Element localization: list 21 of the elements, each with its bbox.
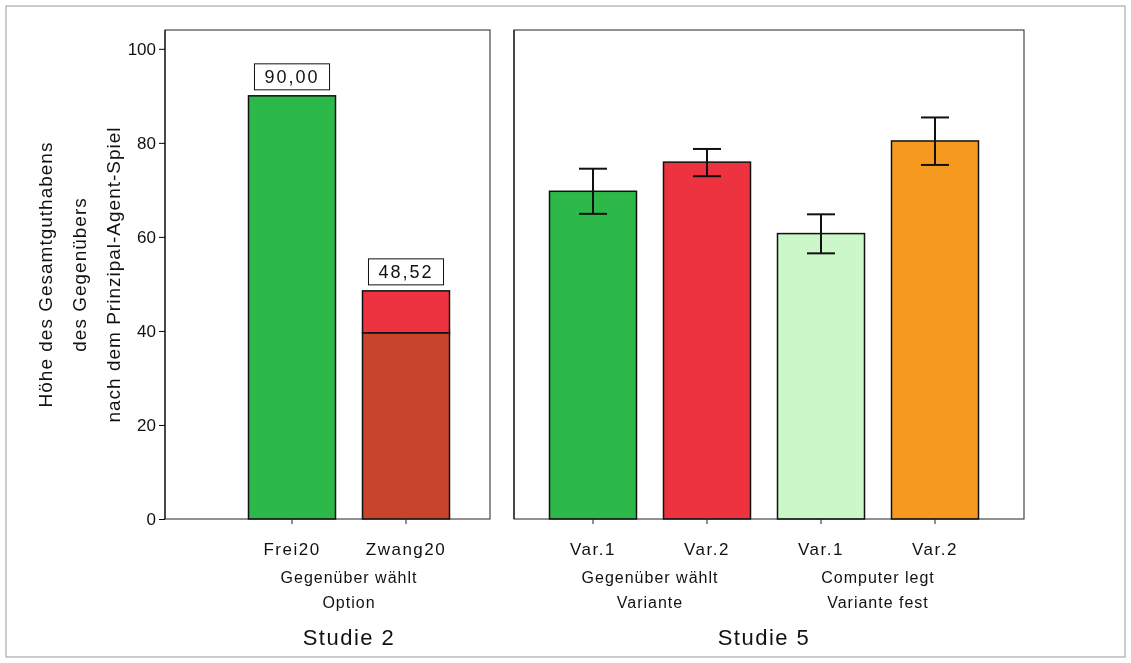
total-label: 90,00 bbox=[264, 66, 320, 87]
text: Studie 5 bbox=[717, 625, 811, 650]
text: Studie 2 bbox=[302, 625, 396, 650]
x-tick-label: Var.2 bbox=[912, 540, 958, 559]
y-tick-label: 60 bbox=[137, 227, 156, 247]
text: Gegenüber wählt Variante bbox=[581, 569, 719, 611]
y-axis-title: Höhe des Gesamtguthabens des Gegenübers nach dem Prinzipal-Agent-Spiel bbox=[35, 126, 124, 423]
x-tick-label: Var.2 bbox=[684, 540, 730, 559]
y-tick-label: 100 bbox=[127, 39, 156, 59]
x-tick-label: Zwang20 bbox=[365, 540, 447, 559]
x-tick-label: Frei20 bbox=[263, 540, 321, 559]
y-tick-label: 20 bbox=[137, 415, 156, 435]
x-tick-label: Var.1 bbox=[570, 540, 616, 559]
text: Computer legt Variante fest bbox=[821, 569, 935, 611]
y-tick-label: 0 bbox=[146, 509, 156, 529]
y-tick-label: 40 bbox=[137, 321, 156, 341]
total-label: 48,52 bbox=[378, 261, 434, 282]
x-axis-title: Gegenüber wählt Option bbox=[280, 569, 418, 611]
bar bbox=[247, 95, 337, 520]
x-tick-label: Var.1 bbox=[798, 540, 844, 559]
y-tick-label: 80 bbox=[137, 133, 156, 153]
